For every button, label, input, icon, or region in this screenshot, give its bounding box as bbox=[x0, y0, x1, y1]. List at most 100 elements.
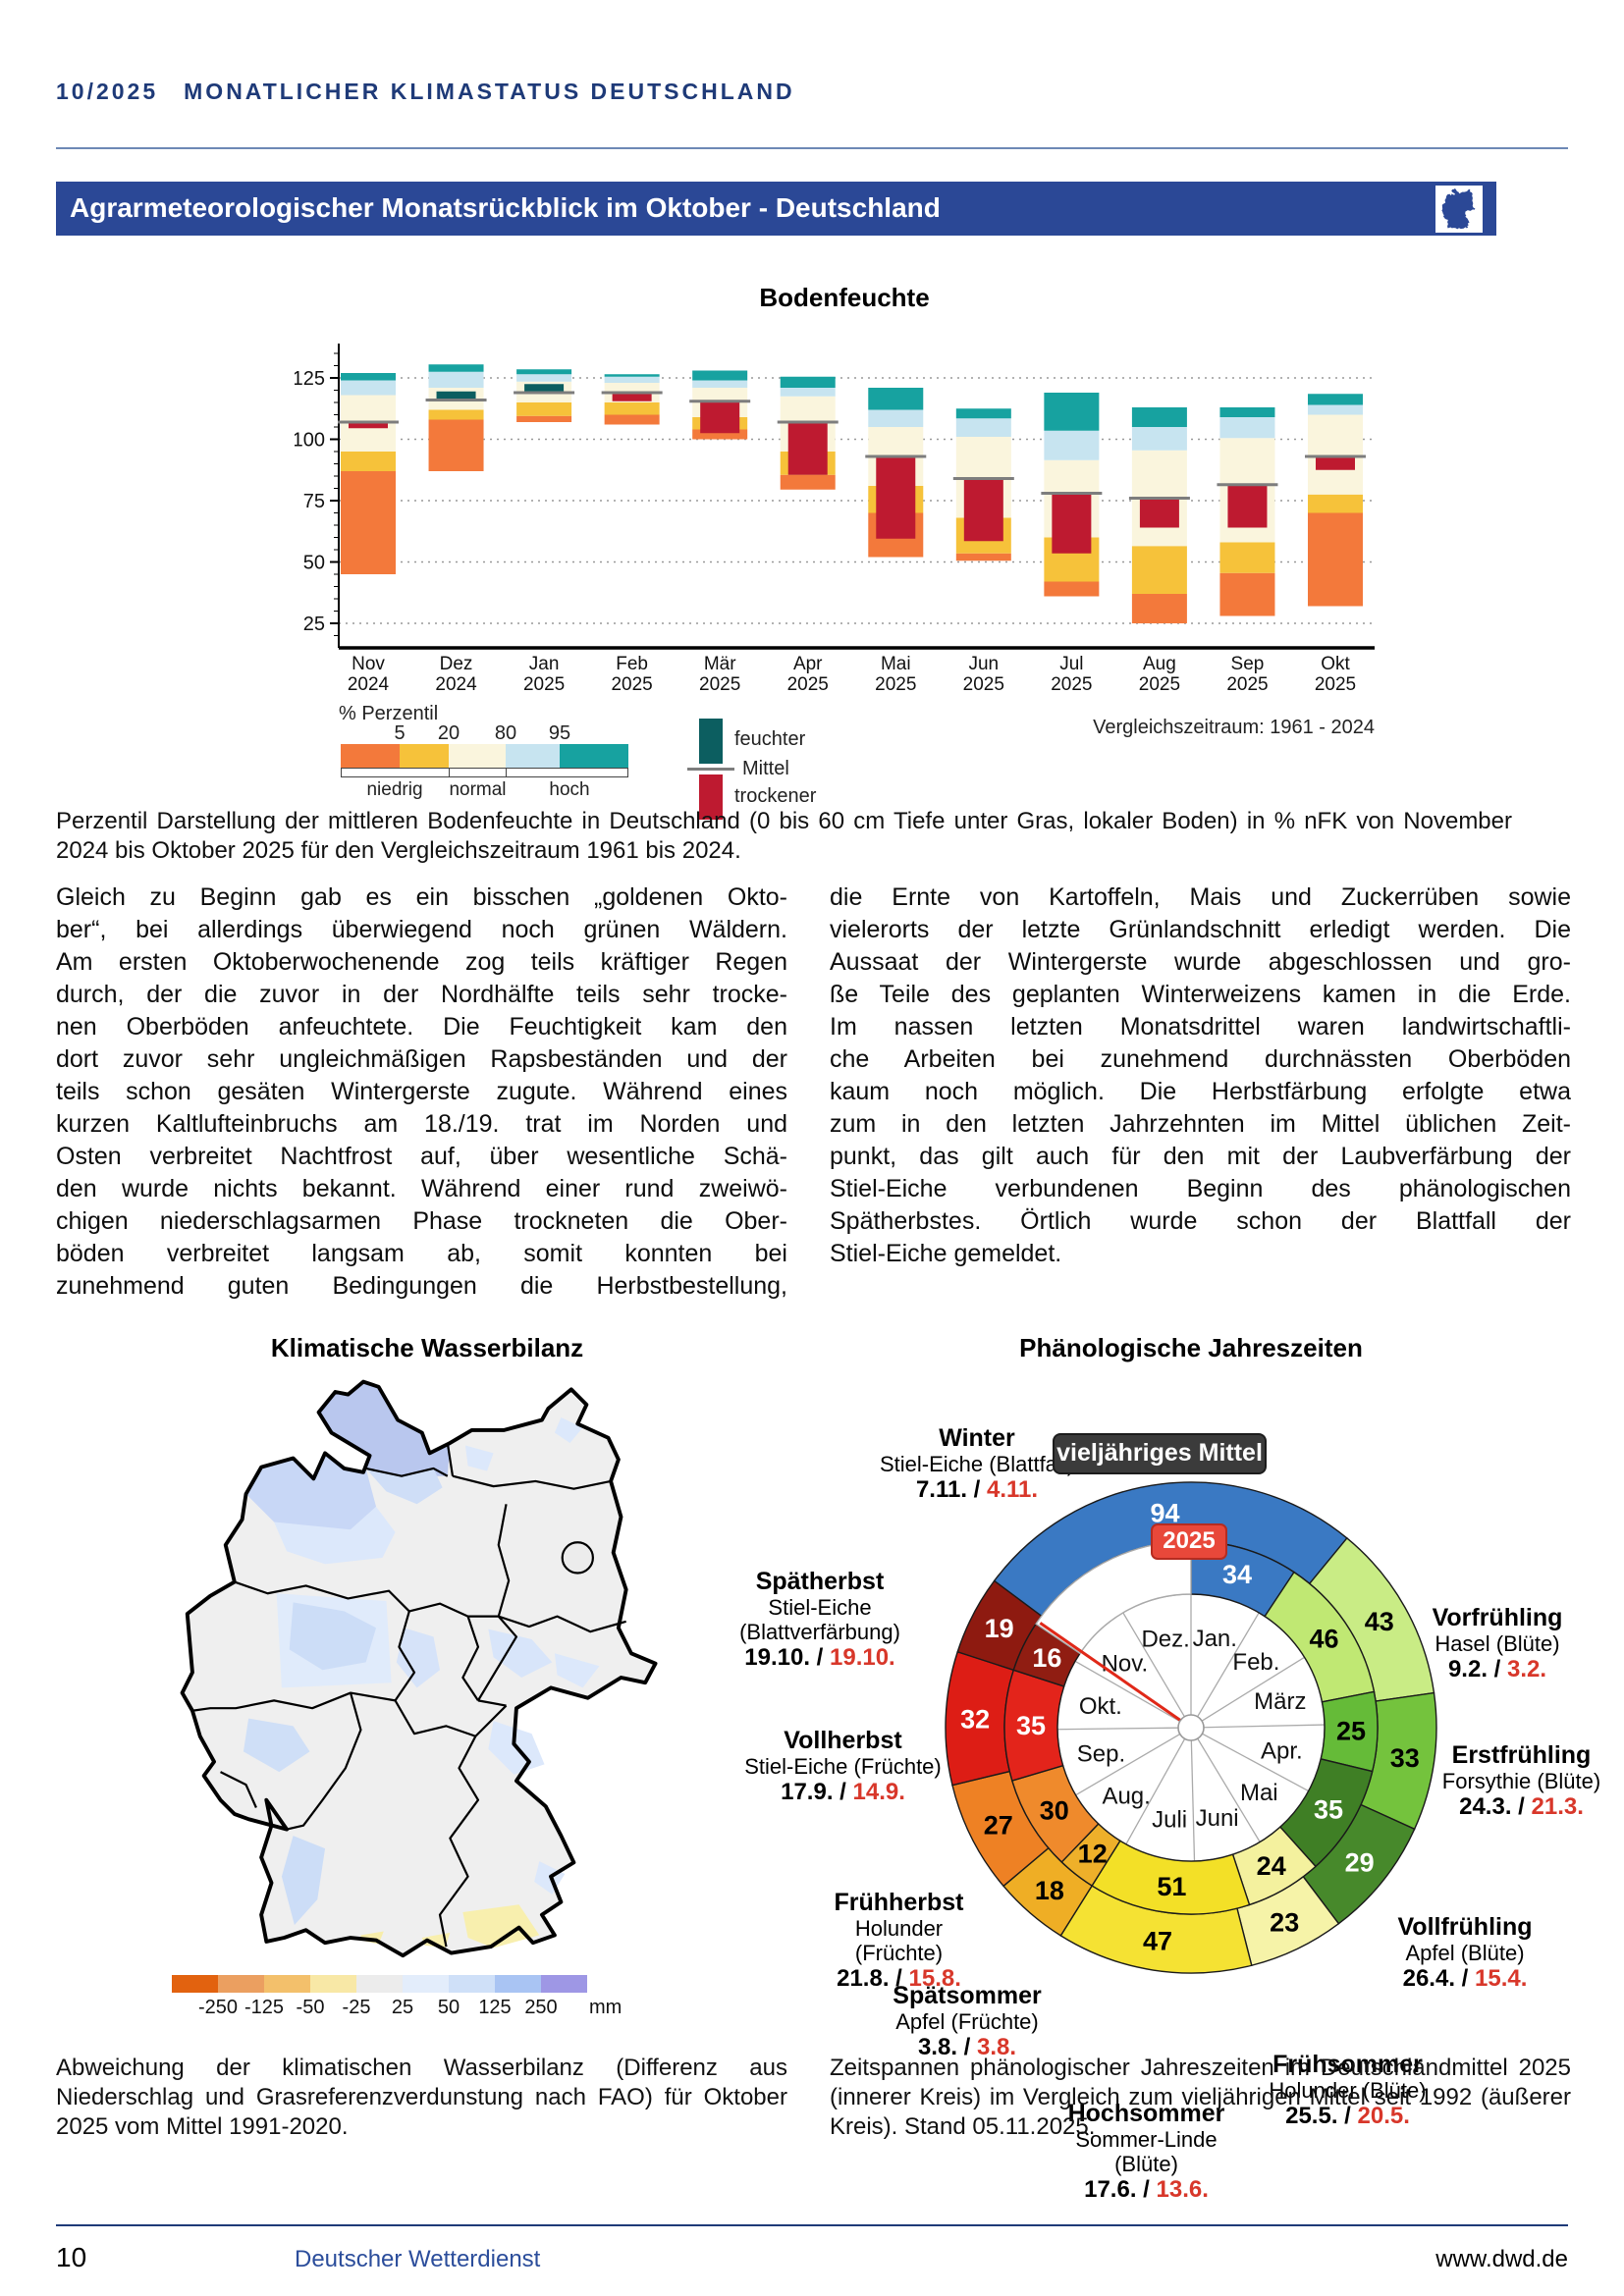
season-phase: Stiel-Eiche (Blattfall) bbox=[879, 1452, 1075, 1476]
season-phase: Sommer-Linde (Blüte) bbox=[1075, 2127, 1218, 2176]
legend-swatch-niedrig bbox=[341, 744, 400, 768]
month-label: Okt. bbox=[1079, 1693, 1122, 1720]
map-region-patch bbox=[396, 1628, 440, 1688]
season-dates: 19.10. / 19.10. bbox=[744, 1644, 895, 1671]
article-line: böden verbreitet langsam ab, somit konnt… bbox=[56, 1240, 787, 1267]
legend-swatch-80-95 bbox=[506, 744, 560, 768]
map-legend-swatch bbox=[495, 1975, 541, 1993]
legend-swatch-hoch bbox=[560, 744, 628, 768]
state-border bbox=[220, 1771, 257, 1808]
wasserbilanz-caption: Abweichung der klimatischen Wasserbilanz… bbox=[56, 2055, 787, 2140]
month-divider bbox=[1075, 1734, 1181, 1796]
season-name: Erstfrühling bbox=[1451, 1741, 1592, 1769]
date-pointer bbox=[1039, 1622, 1192, 1730]
x-label-month: Nov bbox=[352, 654, 385, 674]
map-region-patch bbox=[488, 1629, 553, 1678]
legend-tick-80: 80 bbox=[494, 722, 517, 744]
season-label-Spätsommer: Spätsommer Apfel (Früchte) 3.8. / 3.8. bbox=[884, 1983, 1051, 2061]
map-legend-swatch bbox=[449, 1975, 495, 1993]
y-tick-label: 100 bbox=[295, 430, 325, 452]
x-label-year: 2025 bbox=[1051, 674, 1092, 695]
x-label-year: 2024 bbox=[348, 674, 390, 695]
season-days-label: 47 bbox=[1143, 1926, 1172, 1955]
article-column-right: die Ernte von Kartoffeln, Mais und Zucke… bbox=[830, 881, 1571, 1270]
inner-ring-label-pill: 2025 bbox=[1151, 1523, 1227, 1560]
month-divider bbox=[1202, 1733, 1309, 1792]
season-days-label: 16 bbox=[1032, 1643, 1061, 1673]
article-line: Im nassen letzten Monatsdrittel waren la… bbox=[830, 1013, 1571, 1041]
state-border bbox=[477, 1699, 507, 1707]
map-region-patch bbox=[245, 1453, 377, 1535]
legend-zone-divider-1 bbox=[449, 768, 450, 777]
x-label-year: 2024 bbox=[435, 674, 477, 695]
legend-tick-20: 20 bbox=[437, 722, 460, 744]
mittel-line bbox=[338, 420, 399, 424]
header-title: MONATLICHER KLIMASTATUS DEUTSCHLAND bbox=[184, 79, 795, 104]
feuchter-overlay bbox=[524, 384, 565, 393]
season-phase: Apfel (Früchte) bbox=[895, 2009, 1039, 2034]
feuchter-overlay bbox=[436, 391, 476, 400]
legend-zone-box bbox=[341, 768, 628, 777]
season-dates: 3.8. / 3.8. bbox=[917, 2034, 1017, 2060]
trockener-overlay bbox=[1052, 493, 1092, 554]
state-border bbox=[191, 1691, 396, 1712]
map-region-patch bbox=[289, 1602, 377, 1671]
y-tick-label: 125 bbox=[295, 368, 325, 390]
y-tick-label: 75 bbox=[303, 491, 325, 512]
map-region-patch bbox=[464, 1445, 494, 1471]
season-dates: 9.2. / 3.2. bbox=[1447, 1656, 1547, 1682]
trockener-overlay bbox=[963, 478, 1003, 542]
state-border bbox=[477, 1615, 518, 1701]
month-label: Dez. bbox=[1141, 1627, 1189, 1653]
season-phase: Holunder (Blüte) bbox=[1269, 2078, 1427, 2103]
month-label: März bbox=[1254, 1688, 1306, 1715]
x-label-year: 2025 bbox=[787, 674, 829, 695]
map-legend-swatch bbox=[218, 1975, 264, 1993]
article-line: nen Oberböden anfeuchtete. Die Feuchtigk… bbox=[56, 1013, 787, 1041]
comparison-period: Vergleichszeitraum: 1961 - 2024 bbox=[1093, 717, 1375, 738]
wasserbilanz-legend: -250 -125 -50 -25 25 50 125 250 mm bbox=[172, 1975, 682, 2034]
mittel-line bbox=[865, 454, 927, 458]
mittel-line bbox=[425, 399, 487, 401]
x-label-year: 2025 bbox=[1226, 674, 1268, 695]
season-days-label: 12 bbox=[1078, 1839, 1108, 1868]
map-legend-label: 125 bbox=[478, 1997, 512, 2018]
percentile-legend-title: % Perzentil bbox=[339, 703, 439, 724]
map-region-patch bbox=[462, 1904, 540, 1949]
month-divider bbox=[1197, 1612, 1260, 1718]
x-label-year: 2025 bbox=[875, 674, 916, 695]
wasserbilanz-map bbox=[180, 1379, 658, 1958]
article-line: zum in den letzten Jahrzehnten im Mittel… bbox=[830, 1110, 1571, 1138]
article-line: teils schon gesäten Wintergerste zugute.… bbox=[56, 1078, 787, 1105]
legend-zone-normal: normal bbox=[449, 779, 507, 800]
month-label: Juli bbox=[1152, 1806, 1187, 1833]
x-label-year: 2025 bbox=[963, 674, 1004, 695]
legend-trockener-swatch bbox=[699, 774, 723, 820]
bodenfeuchte-chart: 255075100125Nov2024Dez2024Jan2025Feb2025… bbox=[295, 344, 1375, 695]
article-line: den wurde nichts bekannt. Während einer … bbox=[56, 1175, 787, 1202]
map-region-patch bbox=[421, 1932, 451, 1949]
legend-trockener-label: trockener bbox=[734, 785, 817, 807]
article-line: zunehmend guten Bedingungen die Herbstbe… bbox=[56, 1272, 787, 1300]
month-label: Mai bbox=[1240, 1780, 1278, 1806]
season-days-label: 32 bbox=[960, 1704, 990, 1734]
state-border bbox=[438, 1735, 480, 1948]
season-dates: 7.11. / 4.11. bbox=[915, 1476, 1039, 1503]
article-line: Am ersten Oktoberwochenende zog teils kr… bbox=[56, 948, 787, 976]
state-border bbox=[394, 1699, 508, 1737]
x-label-month: Jan bbox=[529, 654, 560, 674]
season-days-label: 94 bbox=[1151, 1499, 1180, 1528]
state-border bbox=[365, 1467, 449, 1477]
map-region-patch bbox=[365, 1468, 443, 1505]
bodenfeuchte-caption: Perzentil Darstellung der mittleren Bode… bbox=[56, 808, 1512, 864]
season-label-Hochsommer: Hochsommer Sommer-Linde (Blüte) 17.6. / 13… bbox=[1041, 2101, 1252, 2204]
season-dates: 26.4. / 15.4. bbox=[1402, 1965, 1528, 1992]
header-rule bbox=[56, 147, 1568, 149]
map-legend-unit: mm bbox=[589, 1997, 623, 2018]
x-label-year: 2025 bbox=[699, 674, 740, 695]
season-name: Hochsommer bbox=[1067, 2100, 1225, 2127]
